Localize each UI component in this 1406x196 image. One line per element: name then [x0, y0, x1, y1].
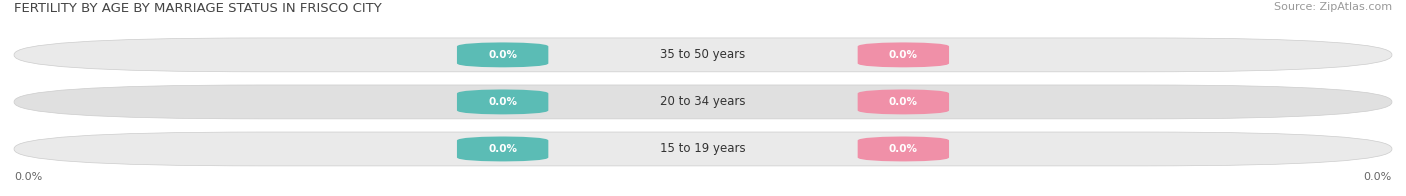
FancyBboxPatch shape — [858, 89, 949, 115]
FancyBboxPatch shape — [457, 136, 548, 162]
Text: 0.0%: 0.0% — [889, 144, 918, 154]
Text: FERTILITY BY AGE BY MARRIAGE STATUS IN FRISCO CITY: FERTILITY BY AGE BY MARRIAGE STATUS IN F… — [14, 2, 382, 15]
Text: 0.0%: 0.0% — [14, 172, 42, 182]
FancyBboxPatch shape — [14, 38, 1392, 72]
FancyBboxPatch shape — [457, 42, 548, 68]
Text: 0.0%: 0.0% — [488, 97, 517, 107]
Text: 0.0%: 0.0% — [889, 97, 918, 107]
FancyBboxPatch shape — [858, 42, 949, 68]
Text: 0.0%: 0.0% — [889, 50, 918, 60]
Text: 0.0%: 0.0% — [488, 50, 517, 60]
Text: 35 to 50 years: 35 to 50 years — [661, 48, 745, 61]
Text: Source: ZipAtlas.com: Source: ZipAtlas.com — [1274, 2, 1392, 12]
FancyBboxPatch shape — [457, 89, 548, 115]
Text: 20 to 34 years: 20 to 34 years — [661, 95, 745, 108]
Text: 0.0%: 0.0% — [1364, 172, 1392, 182]
Text: 15 to 19 years: 15 to 19 years — [661, 142, 745, 155]
FancyBboxPatch shape — [858, 136, 949, 162]
FancyBboxPatch shape — [14, 132, 1392, 166]
Text: 0.0%: 0.0% — [488, 144, 517, 154]
FancyBboxPatch shape — [14, 85, 1392, 119]
